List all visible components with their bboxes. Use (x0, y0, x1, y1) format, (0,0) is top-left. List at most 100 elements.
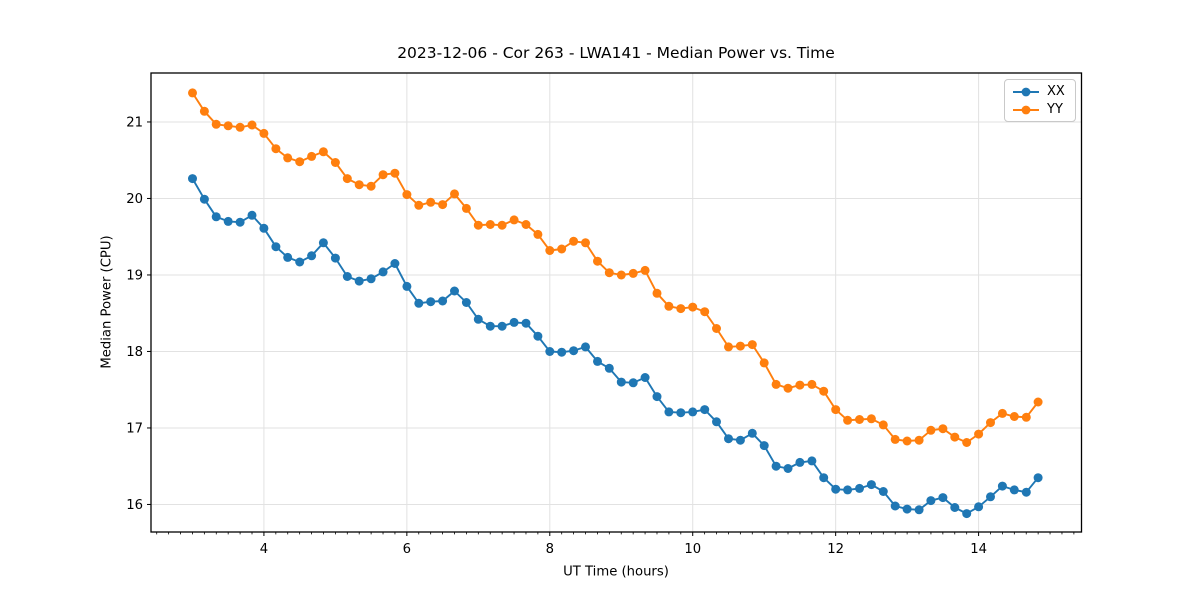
series-xx-point (318, 238, 328, 248)
series-xx-point (259, 223, 269, 233)
series-xx-point (211, 212, 221, 222)
series-yy-point (271, 144, 281, 154)
series-xx-point (771, 461, 781, 471)
series-yy-point (914, 435, 924, 445)
y-tick-label-19: 19 (126, 269, 143, 284)
series-xx-point (795, 457, 805, 467)
series-xx-point (378, 267, 388, 277)
series-yy-point (223, 121, 233, 131)
legend-marker-yy-icon (1013, 105, 1039, 114)
series-xx-line (191, 178, 1039, 515)
series-yy-point (188, 88, 197, 98)
series-xx-point (700, 405, 710, 415)
series-xx-point (342, 272, 352, 281)
legend-item-xx: XX (1012, 85, 1069, 98)
series-yy-point (890, 434, 900, 444)
y-tick-label-21: 21 (126, 116, 143, 131)
series-xx-point (485, 321, 495, 331)
series-xx-point (581, 342, 590, 352)
series-xx-point (426, 297, 436, 307)
series-yy-point (795, 380, 805, 390)
series-yy-point (962, 438, 972, 447)
y-tick-label-18: 18 (126, 345, 143, 360)
series-xx-point (819, 473, 829, 483)
series-xx-point (783, 464, 793, 473)
series-xx-point (640, 373, 650, 382)
series-yy-point (986, 418, 995, 428)
series-yy-point (855, 415, 864, 424)
series-xx-point (604, 363, 614, 373)
legend-item-yy: YY (1012, 103, 1069, 116)
series-yy-point (521, 220, 531, 229)
series-xx-point (330, 253, 340, 263)
series-yy-point (688, 302, 698, 312)
x-tick-label-14: 14 (970, 542, 987, 557)
series-xx-point (366, 274, 376, 284)
series-xx-point (473, 314, 483, 324)
series-xx-point (569, 346, 579, 356)
series-yy-point (1021, 412, 1031, 422)
series-yy-point (509, 215, 519, 225)
series-xx-point (974, 502, 984, 512)
series-yy-point (724, 342, 733, 352)
series-xx-point (1033, 473, 1043, 483)
series-xx-point (807, 456, 817, 466)
series-yy-point (819, 386, 829, 396)
series-yy-point (902, 436, 912, 446)
series-xx-point (1009, 485, 1019, 495)
y-tick-label-17: 17 (126, 422, 143, 437)
series-yy-point (581, 238, 590, 248)
series-yy-point (402, 190, 412, 200)
x-axis-label: UT Time (hours) (563, 564, 669, 580)
series-yy-point (759, 358, 769, 368)
series-yy-point (604, 268, 614, 278)
series-yy-point (712, 324, 721, 333)
series-yy-point (497, 220, 507, 230)
series-yy-point (569, 236, 579, 246)
series-xx-point (390, 259, 400, 268)
series-xx-point (664, 407, 674, 417)
legend-label-xx: XX (1047, 84, 1065, 99)
series-xx-point (414, 298, 424, 308)
series-yy-point (438, 200, 448, 210)
series-xx-point (759, 441, 769, 451)
series-yy-point (450, 189, 459, 199)
series-xx-point (557, 347, 567, 357)
series-xx-point (962, 509, 972, 519)
series-xx-point (938, 493, 948, 503)
series-xx-point (724, 434, 733, 444)
series-yy-point (533, 229, 543, 239)
series-xx-point (1021, 487, 1031, 497)
series-xx-point (855, 483, 864, 493)
series-yy-point (485, 220, 495, 229)
series-xx-point (402, 281, 412, 291)
series-xx-point (831, 484, 841, 494)
series-yy-point (342, 174, 352, 184)
series-yy-point (866, 414, 876, 424)
series-xx-point (735, 435, 745, 445)
series-xx-point (295, 257, 305, 267)
x-tick-label-8: 8 (546, 542, 554, 557)
series-xx-point (235, 217, 245, 227)
legend-label-yy: YY (1047, 102, 1063, 117)
series-xx-point (188, 174, 197, 184)
series-yy-point (771, 379, 781, 389)
x-tick-label-4: 4 (260, 542, 268, 557)
series-xx-point (307, 251, 317, 261)
series-yy-point (616, 270, 626, 280)
series-xx-point (521, 318, 531, 328)
series-yy-point (1009, 412, 1019, 421)
series-xx-point (986, 492, 995, 502)
series-yy-point (473, 220, 483, 230)
series-yy-point (878, 420, 888, 430)
series-yy-point (1033, 397, 1043, 407)
series-yy-point (378, 170, 388, 180)
series-xx-point (914, 505, 924, 515)
series-yy-point (259, 128, 269, 138)
series-xx-point (354, 276, 364, 286)
series-xx-point (438, 296, 448, 306)
series-yy-point (414, 200, 424, 210)
series-yy-point (235, 122, 245, 132)
series-xx-point (866, 480, 876, 490)
